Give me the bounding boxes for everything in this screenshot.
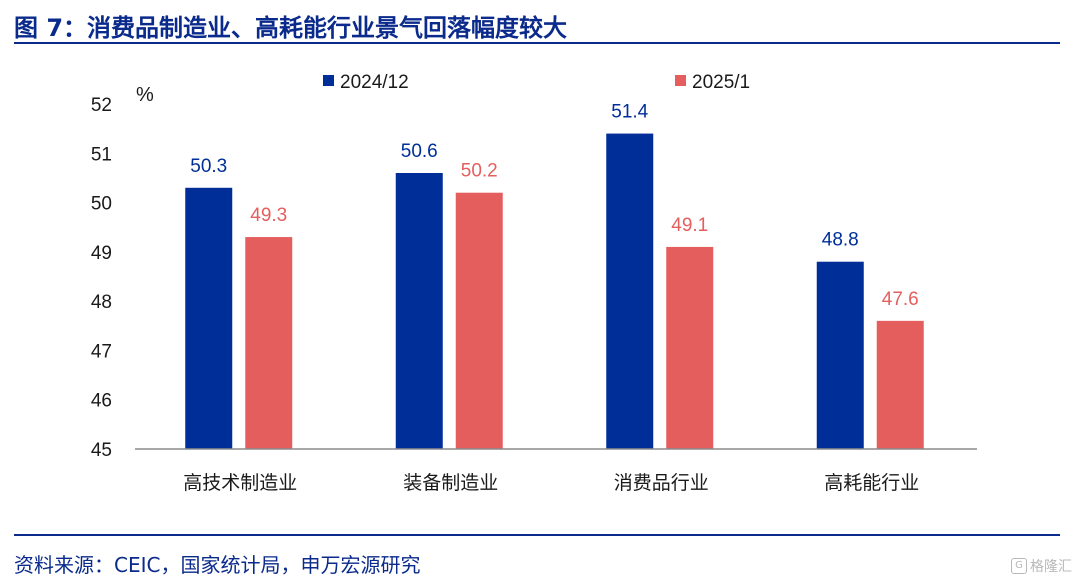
bar-value-label: 47.6 — [882, 289, 919, 310]
bar-series1 — [816, 261, 864, 449]
y-tick-label: 45 — [91, 440, 112, 461]
x-category-label: 高耗能行业 — [824, 472, 919, 494]
bar-value-label: 49.1 — [671, 215, 708, 236]
y-tick-label: 47 — [91, 341, 112, 362]
y-tick-label: 52 — [91, 95, 112, 116]
bar-series1 — [185, 187, 233, 450]
watermark: G 格隆汇 — [1011, 556, 1072, 576]
y-tick-label: 50 — [91, 194, 112, 215]
legend-swatch — [675, 75, 686, 86]
x-category-label: 装备制造业 — [403, 472, 498, 494]
bar-value-label: 48.8 — [822, 230, 859, 251]
bar-series2 — [245, 237, 293, 449]
legend: 2024/12 2025/1 — [323, 72, 750, 93]
y-axis-unit: % — [136, 84, 154, 106]
bar-value-label: 49.3 — [250, 205, 287, 226]
source-note: 资料来源：CEIC，国家统计局，申万宏源研究 — [14, 553, 421, 577]
bars: 50.3 50.6 51.4 48.8 49.3 50.2 49.1 47.6 — [185, 102, 924, 450]
bar-value-label: 50.2 — [461, 161, 498, 182]
y-axis-ticks: 45 46 47 48 49 50 51 52 — [91, 95, 112, 461]
bar-series2 — [876, 320, 924, 449]
bar-value-label: 50.6 — [401, 141, 438, 162]
watermark-text: 格隆汇 — [1030, 559, 1072, 575]
bar-value-label: 50.3 — [190, 156, 227, 177]
bar-series2 — [455, 192, 503, 449]
title-divider — [14, 42, 1060, 44]
legend-label: 2024/12 — [340, 72, 409, 93]
bar-series1 — [606, 133, 654, 450]
y-tick-label: 51 — [91, 144, 112, 165]
legend-label: 2025/1 — [692, 72, 750, 93]
y-tick-label: 48 — [91, 292, 112, 313]
logo-icon: G — [1011, 558, 1027, 574]
bar-value-label: 51.4 — [611, 102, 648, 123]
x-category-label: 消费品行业 — [614, 472, 709, 494]
legend-swatch — [323, 75, 334, 86]
figure-title: 图 7：消费品制造业、高耗能行业景气回落幅度较大 — [14, 14, 568, 42]
x-category-label: 高技术制造业 — [183, 472, 297, 494]
y-tick-label: 46 — [91, 391, 112, 412]
x-axis-categories: 高技术制造业 装备制造业 消费品行业 高耗能行业 — [183, 472, 919, 494]
bar-series2 — [666, 246, 714, 449]
source-divider — [14, 534, 1060, 536]
bar-series1 — [395, 173, 443, 449]
y-tick-label: 49 — [91, 243, 112, 264]
